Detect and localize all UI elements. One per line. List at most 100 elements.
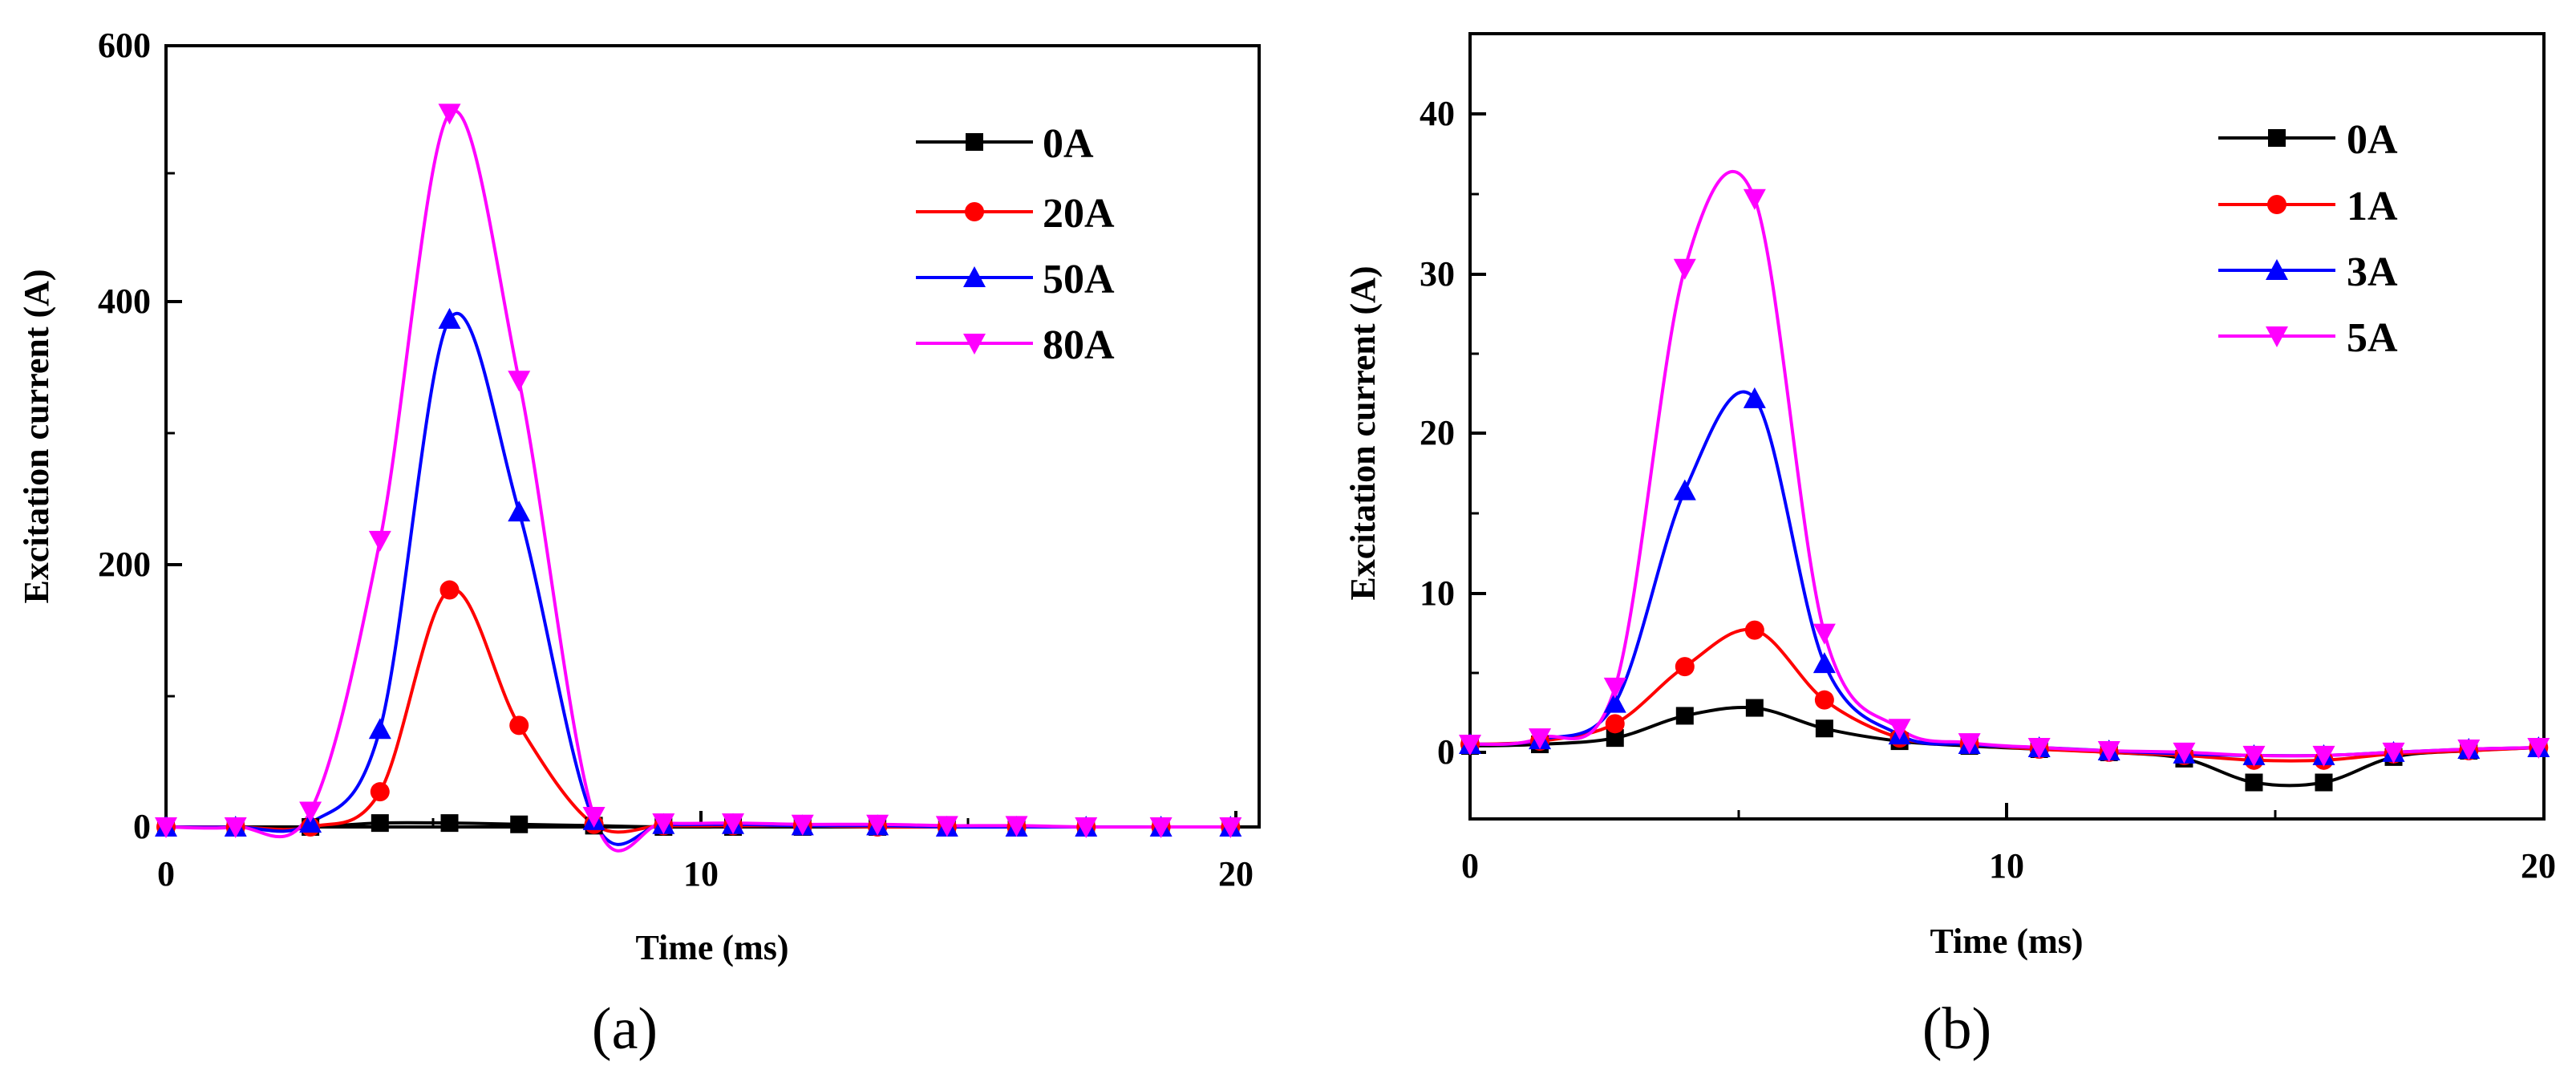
data-point-square [440,814,459,833]
plot-frame-a [164,44,1261,829]
data-point-triangle-down [791,814,814,836]
legend-label: 1A [2347,184,2398,229]
data-point-triangle-down [508,371,531,392]
x-tick-label: 20 [1218,854,1254,894]
data-point-triangle-down [2312,745,2335,767]
data-point-square [510,815,529,833]
data-point-triangle-down [1603,677,1626,699]
y-axis-label-b: Excitation current (A) [1343,265,1383,600]
data-point-triangle-down [438,103,461,125]
data-point-triangle-down [2097,740,2120,762]
data-point-triangle-down [224,817,247,838]
y-tick-label: 0 [1437,732,1455,772]
x-tick-label: 20 [2521,846,2556,886]
data-point-square [2315,773,2333,792]
y-tick-label: 40 [1420,94,1455,133]
data-point-triangle-down [2173,742,2196,764]
y-tick-label: 20 [1420,413,1455,452]
series-line-20A [166,587,1231,834]
data-point-triangle-up [1673,479,1696,500]
y-tick-label: 200 [98,545,151,584]
chart-panel-a: 0 200 400 600 0 10 20 Time (ms) Excitati… [17,26,1261,1062]
data-point-triangle-down [1888,719,1911,740]
legend-label: 5A [2347,315,2398,361]
data-point-triangle-up [1813,652,1836,674]
legend-label: 0A [2347,117,2398,163]
data-point-triangle-down [1673,258,1696,280]
data-point-triangle-down [2457,739,2481,760]
data-point-circle [1605,714,1625,734]
series-group-a [155,103,1242,853]
data-point-triangle-down [368,530,391,552]
legend-b: 0A 1A 3A 5A [2218,117,2398,361]
legend-marker-square [966,133,983,151]
legend-marker-triangle-up [2266,259,2288,280]
data-point-square [1745,699,1764,717]
data-point-triangle-down [722,813,745,835]
series-line-50A [165,311,1231,846]
y-tick-label: 600 [98,26,151,65]
data-point-triangle-down [935,816,958,837]
y-axis-label-a: Excitation current (A) [17,269,56,603]
data-point-triangle-down [1743,188,1766,210]
series-group-b [1459,169,2550,792]
data-point-square [371,814,389,833]
data-point-triangle-down [1813,623,1836,645]
legend-marker-triangle-down [2266,326,2288,347]
data-point-triangle-down [582,807,606,829]
data-point-triangle-down [2242,745,2266,767]
legend-marker-square [2268,129,2286,147]
legend-marker-circle [2267,195,2286,214]
panel-label-a: (a) [592,996,658,1062]
data-point-circle [1675,657,1695,677]
data-point-triangle-down [1149,817,1173,838]
legend-label: 20A [1043,191,1115,237]
y-tick-label: 10 [1420,573,1455,613]
data-point-circle [439,580,460,600]
x-axis-label-b: Time (ms) [1930,922,2083,961]
x-tick-label: 0 [1461,846,1479,886]
data-point-triangle-down [1075,817,1098,838]
legend-label: 0A [1043,121,1094,167]
legend-a: 0A 20A 50A 80A [916,121,1115,368]
data-point-triangle-up [1743,387,1766,408]
x-tick-label: 10 [1989,846,2024,886]
data-point-triangle-down [2382,742,2405,764]
data-point-circle [1814,690,1834,710]
x-axis-b: 0 10 20 [1461,803,2556,886]
data-point-triangle-down [1958,733,1981,755]
data-point-triangle-down [155,817,177,838]
data-point-triangle-down [299,801,322,823]
y-tick-label: 30 [1420,254,1455,294]
data-point-triangle-down [2527,738,2550,759]
x-tick-label: 0 [157,854,175,894]
data-point-triangle-down [652,813,675,835]
chart-panel-b: 0 10 20 30 40 0 10 20 Time (ms) Excitati… [1343,32,2556,1062]
data-point-triangle-up [438,307,461,329]
series-line-1A [1469,627,2539,763]
data-point-triangle-up [1603,691,1626,713]
y-axis-a: 0 200 400 600 [98,26,182,846]
data-point-square [1606,729,1624,748]
panel-label-b: (b) [1922,996,1991,1062]
data-point-square [2245,773,2263,792]
data-point-circle [370,782,390,802]
legend-marker-triangle-down [963,334,986,355]
legend-label: 80A [1043,322,1115,368]
series-line-80A [165,109,1231,853]
data-point-triangle-down [1459,735,1481,756]
legend-label: 3A [2347,249,2398,295]
data-point-triangle-up [508,500,531,522]
data-point-square [1815,719,1833,738]
data-point-triangle-down [1529,728,1552,750]
legend-label: 50A [1043,257,1115,302]
y-tick-label: 0 [133,807,151,846]
legend-marker-circle [965,202,984,221]
y-tick-label: 400 [98,282,151,321]
y-axis-b: 0 10 20 30 40 [1420,94,1486,772]
legend-marker-triangle-up [963,266,986,287]
data-point-circle [1744,620,1764,640]
data-point-triangle-down [1005,816,1028,837]
series-line-3A [1469,390,2539,758]
